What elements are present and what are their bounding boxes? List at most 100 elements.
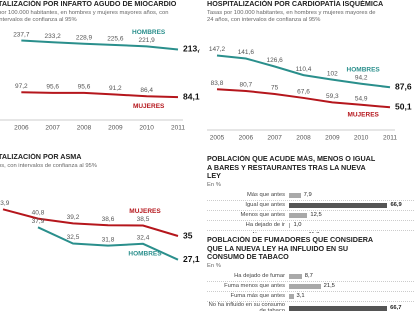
bar [289,192,301,198]
value-label: 7,9 [303,191,312,198]
category-label: No ha influido en su consumo de tabaco [208,302,285,311]
value-label: 86,4 [140,87,153,94]
value-label: 43,9 [0,200,10,207]
bar-track: 11,3 [289,231,392,234]
bar [289,293,294,299]
value-label: 147,2 [209,46,226,53]
value-label: 3,1 [296,292,305,299]
legend-label: MUJERES [129,208,161,215]
value-label: 50,1 [395,102,412,112]
value-label: 38,6 [102,216,115,223]
bar-track: 12,5 [289,211,392,220]
bar-row: Ha dejado de ir 1,0 [207,221,414,231]
value-label: 21,5 [323,282,335,289]
panel: TALIZACIÓN POR ASMA os, con intervalos de… [0,153,200,311]
x-tick-label: 2007 [45,125,60,132]
value-label: 75 [271,85,279,92]
chart-title: TALIZACIÓN POR INFARTO AGUDO DE MIOCARDI… [0,0,177,8]
category-label: Fuma más que antes [230,293,285,299]
chart-subtitle: os, con intervalos de confianza al 95% [0,162,97,169]
series-line [2,208,179,237]
panel: POBLACIÓN DE FUMADORES QUE CONSIDERA QUE… [207,236,414,311]
bar [289,305,388,311]
value-label: 97,2 [15,83,28,90]
x-tick-label: 2008 [296,135,311,142]
value-label: 87,6 [395,82,412,92]
value-label: 32,4 [137,235,150,242]
bar-track: 7,9 [289,191,392,200]
bar-row: No va nunca 11,3 [207,231,414,234]
series-line [21,91,179,99]
panel: TALIZACIÓN POR INFARTO AGUDO DE MIOCARDI… [0,0,200,150]
category-label: Igual que antes [245,202,285,208]
value-label: 102 [327,70,338,77]
series-line [21,39,179,51]
bar-row: Fuma menos que antes 21,5 [207,282,414,292]
panel: POBLACIÓN QUE ACUDE MÁS, MENOS O IGUAL A… [207,155,414,233]
value-label: 225,6 [107,36,124,43]
value-label: 83,8 [211,80,224,87]
value-label: 237,7 [13,31,30,38]
value-label: 233,2 [45,33,62,40]
bar-track: 3,1 [289,292,392,301]
x-tick-label: 2008 [77,125,92,132]
value-label: 8,7 [304,272,313,279]
value-label: 91,2 [109,85,122,92]
bar-track: 1,0 [289,221,392,230]
chart-title: POBLACIÓN DE FUMADORES QUE CONSIDERA QUE… [207,236,373,261]
panel: HOSPITALIZACIÓN POR CARDIOPATÍA ISQUÉMIC… [207,0,414,150]
value-label: 213,4 [183,44,200,54]
value-label: 110,4 [296,66,312,73]
bar-track: 66,9 [289,201,402,210]
category-label: No va nunca [207,232,289,233]
x-tick-label: 2011 [171,125,185,132]
series-line [37,226,179,261]
chart: 43,9 40,8 39,2 38,6 38,5 35 MUJERES 37,9 32,5 31,… [0,200,200,264]
category-label: Ha dejado de ir [245,222,285,228]
bar [289,232,306,233]
value-label: 66,7 [390,304,402,311]
value-label: 80,7 [240,82,253,89]
value-label: 31,8 [102,236,115,243]
x-tick-label: 2009 [108,125,123,132]
value-label: 38,5 [137,216,150,223]
x-tick-label: 2011 [383,135,397,142]
x-tick-label: 2010 [354,135,369,142]
category-label: Fuma menos que antes [224,283,285,289]
value-label: 95,6 [46,84,59,91]
legend-label: HOMBRES [128,251,162,258]
legend-label: MUJERES [347,111,379,118]
value-label: 12,5 [310,211,322,218]
category-label: Ha dejado de fumar [234,273,285,279]
bar-track: 8,7 [289,272,392,281]
chart-title: HOSPITALIZACIÓN POR CARDIOPATÍA ISQUÉMIC… [207,0,384,8]
value-label: 54,9 [355,95,368,102]
value-label: 35 [183,230,193,240]
bar-row: Ha dejado de fumar 8,7 [207,272,414,282]
x-tick-label: 2006 [239,135,254,142]
legend-label: HOMBRES [132,29,166,36]
category-label: Menos que antes [240,212,285,218]
x-tick-label: 2005 [210,135,225,142]
value-label: 94,2 [355,74,368,81]
bar-chart: Ha dejado de fumar 8,7 Fuma menos que ante… [207,272,414,311]
chart-subtitle: Tasas por 100.000 habitantes, en hombres… [207,9,376,23]
series-line [216,88,391,109]
bar-chart: Más que antes 7,9 Igual que antes 66,9 Menos… [207,191,414,234]
value-label: 40,8 [32,209,45,216]
value-label: 228,9 [76,34,93,41]
chart-title: TALIZACIÓN POR ASMA [0,153,82,161]
bar-row: Fuma más que antes 3,1 [207,292,414,302]
legend-label: HOMBRES [347,66,381,73]
value-label: 11,3 [306,231,320,234]
chart-subtitle: por 100.000 habitantes, en hombres y muj… [0,9,169,23]
bar [289,222,291,228]
x-tick-label: 2007 [267,135,282,142]
value-label: 141,6 [238,49,255,56]
x-tick-label: 2009 [325,135,340,142]
bar-row: Más que antes 7,9 [207,191,414,201]
x-tick-label: 2010 [139,125,154,132]
value-label: 67,6 [297,89,310,96]
value-label: 84,1 [183,91,200,101]
